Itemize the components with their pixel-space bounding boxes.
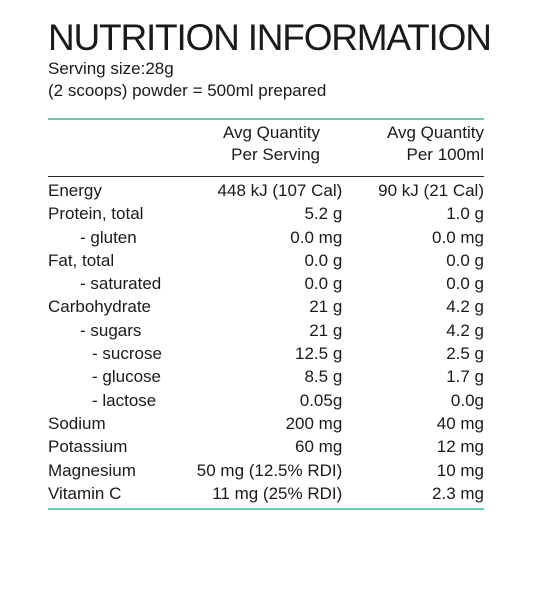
value-per-serving: 0.0 g (304, 274, 343, 294)
nutrient-name: - saturated (80, 274, 162, 294)
value-per-100ml: 0.0 g (446, 274, 484, 294)
value-per-100ml: 0.0g (450, 390, 484, 410)
value-per-100ml: 4.2 g (446, 297, 484, 317)
nutrient-name: - glucose (92, 367, 161, 387)
header-per-100ml-line2: Per 100ml (406, 145, 484, 164)
table-row: - gluten 0.0 mg 0.0 mg (48, 226, 484, 249)
table-row: Protein, total 5.2 g 1.0 g (48, 202, 484, 225)
header-per-serving-line1: Avg Quantity (222, 123, 320, 142)
value-per-100ml: 40 mg (436, 413, 484, 433)
bottom-divider (48, 508, 484, 511)
table-row: Carbohydrate 21 g 4.2 g (48, 295, 484, 318)
table-row: - sucrose 12.5 g 2.5 g (48, 342, 484, 365)
value-per-serving: 200 mg (285, 413, 343, 433)
value-per-serving: 448 kJ (107 Cal) (217, 181, 343, 200)
value-per-serving: 50 mg (12.5% RDI) (196, 460, 343, 480)
nutrient-name: Vitamin C (48, 483, 122, 503)
nutrient-name: Protein, total (48, 204, 144, 224)
value-per-100ml: 0.0 mg (432, 227, 484, 247)
value-per-100ml: 10 mg (436, 460, 484, 480)
value-per-100ml: 0.0 g (446, 250, 484, 270)
table-row: - lactose 0.05g 0.0g (48, 389, 484, 412)
value-per-serving: 12.5 g (295, 344, 343, 364)
nutrient-name: - gluten (80, 227, 137, 247)
nutrition-panel: NUTRITION INFORMATION Serving size:28g (… (48, 17, 492, 511)
nutrient-name: Sodium (48, 413, 106, 433)
value-per-100ml: 12 mg (436, 437, 484, 457)
nutrient-name: Potassium (48, 437, 128, 457)
table-row: Magnesium 50 mg (12.5% RDI) 10 mg (48, 459, 484, 482)
table-row: Sodium 200 mg 40 mg (48, 412, 484, 435)
nutrient-name: Carbohydrate (48, 297, 152, 317)
table-row: Energy 448 kJ (107 Cal) 90 kJ (21 Cal) (48, 179, 484, 202)
column-headers: Avg Quantity Per Serving Avg Quantity Pe… (48, 120, 484, 170)
header-per-serving: Avg Quantity Per Serving (148, 122, 320, 170)
value-per-serving: 60 mg (295, 437, 343, 457)
table-row: Potassium 60 mg 12 mg (48, 435, 484, 458)
table-row: - sugars 21 g 4.2 g (48, 319, 484, 342)
value-per-serving: 21 g (309, 297, 343, 317)
nutrient-name: - sucrose (92, 344, 162, 364)
value-per-100ml: 4.2 g (446, 320, 484, 340)
value-per-serving: 8.5 g (304, 367, 343, 387)
header-per-100ml-line1: Avg Quantity (386, 123, 484, 142)
value-per-serving: 5.2 g (304, 204, 343, 224)
nutrient-name: Energy (48, 181, 102, 200)
header-per-serving-line2: Per Serving (231, 145, 320, 164)
header-per-100ml: Avg Quantity Per 100ml (320, 122, 484, 170)
value-per-100ml: 1.7 g (446, 367, 484, 387)
nutrient-name: Fat, total (48, 250, 115, 270)
nutrient-name: Magnesium (48, 460, 136, 480)
value-per-serving: 21 g (309, 320, 343, 340)
value-per-serving: 0.05g (299, 390, 343, 410)
value-per-100ml: 1.0 g (446, 204, 484, 224)
value-per-serving: 11 mg (25% RDI) (212, 483, 343, 503)
nutrient-name: - sugars (80, 320, 142, 340)
table-row: - glucose 8.5 g 1.7 g (48, 365, 484, 388)
nutrition-table: Energy 448 kJ (107 Cal) 90 kJ (21 Cal) P… (48, 179, 484, 505)
value-per-100ml: 90 kJ (21 Cal) (378, 181, 484, 200)
header-spacer (48, 122, 148, 170)
header-divider (48, 176, 484, 177)
panel-title: NUTRITION INFORMATION (48, 17, 492, 58)
value-per-100ml: 2.3 mg (432, 483, 484, 503)
value-per-100ml: 2.5 g (446, 344, 484, 364)
table-row: - saturated 0.0 g 0.0 g (48, 272, 484, 295)
table-row: Vitamin C 11 mg (25% RDI) 2.3 mg (48, 482, 484, 505)
nutrient-name: - lactose (92, 390, 157, 410)
serving-note: (2 scoops) powder = 500ml prepared (48, 81, 327, 100)
value-per-serving: 0.0 g (304, 250, 343, 270)
value-per-serving: 0.0 mg (290, 227, 343, 247)
serving-size: Serving size:28g (48, 59, 174, 78)
table-row: Fat, total 0.0 g 0.0 g (48, 249, 484, 272)
top-divider (48, 118, 484, 120)
